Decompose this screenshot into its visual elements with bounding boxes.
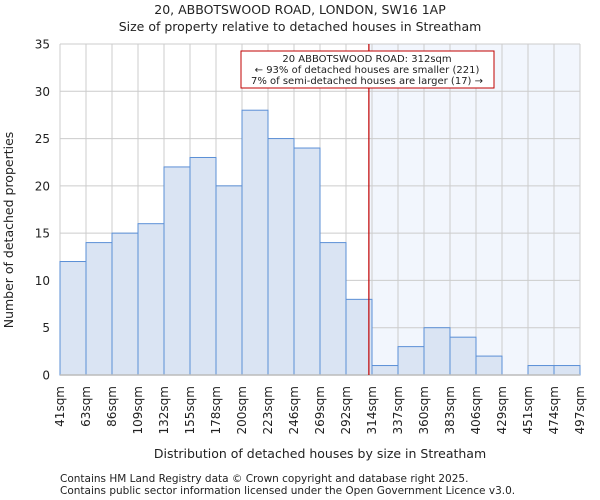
x-tick-label: 451sqm	[521, 386, 535, 434]
x-axis-label: Distribution of detached houses by size …	[154, 446, 486, 461]
bar-406sqm	[475, 355, 503, 376]
x-tick-label: 63sqm	[79, 386, 93, 427]
x-tick-label: 41sqm	[53, 386, 67, 427]
highlight-region	[368, 44, 580, 375]
y-tick-label: 0	[42, 369, 50, 383]
x-tick-label: 132sqm	[157, 386, 171, 434]
x-tick-label: 178sqm	[209, 386, 223, 434]
bar-86sqm	[111, 232, 139, 376]
x-tick-label: 200sqm	[235, 386, 249, 434]
bar-474sqm	[553, 365, 581, 376]
bar-178sqm	[215, 185, 243, 376]
x-tick-label: 337sqm	[391, 386, 405, 434]
bar-109sqm	[137, 223, 165, 376]
y-tick-label: 20	[35, 179, 50, 193]
bar-451sqm	[527, 365, 555, 376]
x-tick-label: 429sqm	[495, 386, 509, 434]
x-tick-label: 269sqm	[313, 386, 327, 434]
bar-314sqm	[371, 365, 399, 376]
annotation-line-1: 20 ABBOTSWOOD ROAD: 312sqm	[282, 54, 451, 65]
bar-360sqm	[423, 327, 451, 376]
annotation-box: 20 ABBOTSWOOD ROAD: 312sqm ← 93% of deta…	[240, 50, 495, 89]
chart-subtitle: Size of property relative to detached ho…	[119, 19, 482, 34]
footer-line-2: Contains public sector information licen…	[60, 485, 515, 497]
annotation-line-3: 7% of semi-detached houses are larger (1…	[251, 76, 483, 87]
y-tick-label: 35	[35, 38, 50, 52]
x-tick-label: 86sqm	[105, 386, 119, 427]
annotation-line-2: ← 93% of detached houses are smaller (22…	[255, 65, 480, 76]
chart-title: 20, ABBOTSWOOD ROAD, LONDON, SW16 1AP	[154, 2, 446, 17]
bar-200sqm	[241, 109, 269, 376]
y-tick-label: 10	[35, 274, 50, 288]
bar-383sqm	[449, 336, 477, 376]
bar-41sqm	[59, 261, 87, 376]
y-tick-label: 25	[35, 132, 50, 146]
x-tick-label: 406sqm	[469, 386, 483, 434]
y-tick-label: 5	[42, 321, 50, 335]
x-tick-label: 474sqm	[547, 386, 561, 434]
x-tick-label: 383sqm	[443, 386, 457, 434]
bar-246sqm	[293, 147, 321, 376]
bar-223sqm	[267, 138, 295, 376]
y-axis-label: Number of detached properties	[1, 132, 16, 329]
x-tick-label: 360sqm	[417, 386, 431, 434]
x-tick-label: 292sqm	[339, 386, 353, 434]
bar-269sqm	[319, 242, 347, 376]
x-tick-label: 246sqm	[287, 386, 301, 434]
footer-line-1: Contains HM Land Registry data © Crown c…	[60, 473, 468, 485]
x-tick-label: 314sqm	[365, 386, 379, 434]
bar-132sqm	[163, 166, 191, 376]
x-tick-label: 109sqm	[131, 386, 145, 434]
y-tick-label: 15	[35, 227, 50, 241]
y-tick-label: 30	[35, 85, 50, 99]
x-tick-label: 497sqm	[573, 386, 587, 434]
bar-292sqm	[345, 298, 373, 376]
x-tick-label: 223sqm	[261, 386, 275, 434]
bar-155sqm	[189, 156, 217, 376]
bar-63sqm	[85, 242, 113, 376]
x-tick-label: 155sqm	[183, 386, 197, 434]
bar-337sqm	[397, 346, 425, 376]
